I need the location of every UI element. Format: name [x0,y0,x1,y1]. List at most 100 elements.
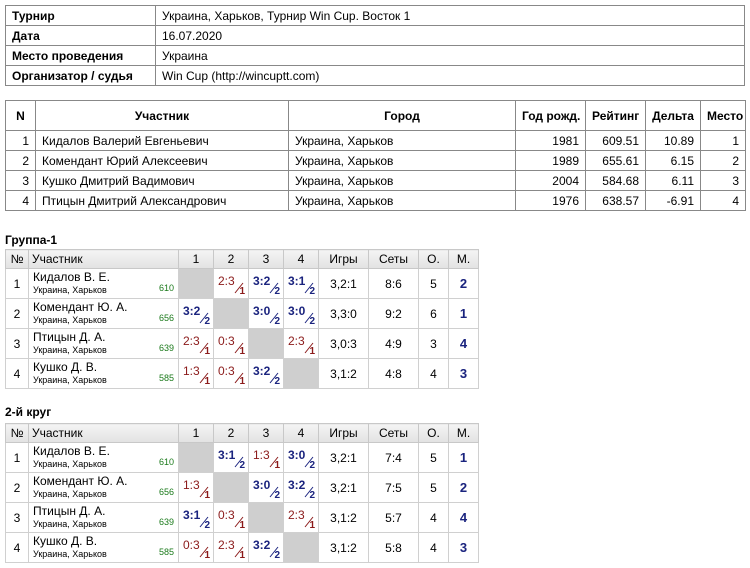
participant-cell: 4 [700,190,746,211]
slash [269,486,279,498]
player-rating: 656 [158,313,174,323]
match-points: 2 [309,490,315,501]
match-points: 1 [239,346,245,357]
slash [234,456,244,468]
slash [234,372,244,384]
group-row: 1 Кидалов В. Е. Украина, Харьков 610 3:1 2 1:3… [5,442,479,473]
match-points: 1 [309,520,315,531]
slash-line [304,342,314,354]
score: 2:3 [218,538,235,552]
player-name: Кушко Д. В. [33,533,98,548]
slash-line [269,372,279,384]
result-cell: 3:1 2 [213,442,249,473]
participant-cell: Украина, Харьков [288,150,516,171]
match-points: 1 [204,550,210,561]
score: 3:0 [288,448,306,462]
result-cell: 3:0 2 [248,298,284,329]
slash-line [304,486,314,498]
participant-cell: 1 [700,130,746,151]
self-cell [248,328,284,359]
result-cell: 3:1 2 [178,502,214,533]
result-cell: 1:3 1 [178,358,214,389]
info-row: Турнир Украина, Харьков, Турнир Win Cup. … [5,5,745,26]
slash-line [234,516,244,528]
total-points: 5 [418,472,449,503]
slash [199,516,209,528]
participant-cell: 1 [5,130,36,151]
total-points: 5 [418,268,449,299]
self-cell [213,298,249,329]
match-points: 2 [309,460,315,471]
player-name: Кидалов В. Е. [33,443,110,458]
participant-cell: 609.51 [585,130,646,151]
slash-line [234,282,244,294]
column-header: М. [448,423,479,443]
column-header: N [5,100,36,131]
participant-cell: 638.57 [585,190,646,211]
sets: 9:2 [368,298,419,329]
slash-line [199,546,209,558]
slash-line [234,372,244,384]
participant-cell: 584.68 [585,170,646,191]
score: 2:3 [288,334,305,348]
match-points: 1 [204,490,210,501]
slash-line [234,546,244,558]
participant-cell: 4 [5,190,36,211]
column-header: 2 [213,249,249,269]
result-cell: 2:3 1 [283,328,319,359]
column-header: Место [700,100,746,131]
column-header: Дельта [645,100,701,131]
result-cell: 3:2 2 [178,298,214,329]
player-name: Комендант Ю. А. [33,299,128,314]
participant-cell: 3 [5,170,36,191]
result-cell: 1:3 1 [248,442,284,473]
participant-cell: 1976 [515,190,586,211]
sets: 5:7 [368,502,419,533]
player-city: Украина, Харьков [33,314,107,325]
sets: 4:8 [368,358,419,389]
participant-cell: -6.91 [645,190,701,211]
participant: Кидалов В. Е. Украина, Харьков 610 [28,268,179,299]
player-rating: 639 [158,517,174,527]
info-row: Организатор / судья Win Cup (http://wincu… [5,65,745,86]
games: 3,3:0 [318,298,369,329]
sets: 8:6 [368,268,419,299]
result-cell: 0:3 1 [213,502,249,533]
column-header: Участник [28,249,179,269]
group-title: 2-й круг [5,405,52,419]
sets: 4:9 [368,328,419,359]
body: 1 Кидалов В. Е. Украина, Харьков 610 2:3 1 3:2… [5,268,479,389]
score: 3:2 [183,304,201,318]
column-header: Сеты [368,423,419,443]
slash [304,486,314,498]
result-cell: 3:2 2 [248,268,284,299]
player-rating: 639 [158,343,174,353]
result-cell: 3:1 2 [283,268,319,299]
group-table: № Участник 1 2 3 4 Игры Сеты О. М. 1 Кидалов В. Е. У… [5,249,479,389]
body: 1 Кидалов В. Е. Украина, Харьков 610 3:1 2 1:3… [5,442,479,563]
games: 3,0:3 [318,328,369,359]
participant-cell: Украина, Харьков [288,190,516,211]
slash [234,342,244,354]
match-points: 2 [274,490,280,501]
match-points: 1 [239,376,245,387]
score: 0:3 [218,508,235,522]
score: 3:2 [253,274,271,288]
participant: Кушко Д. В. Украина, Харьков 585 [28,532,179,563]
match-points: 2 [274,550,280,561]
result-cell: 2:3 1 [178,328,214,359]
player-city: Украина, Харьков [33,344,107,355]
match-points: 2 [274,376,280,387]
total-points: 4 [418,532,449,563]
player-rating: 585 [158,547,174,557]
player-name: Кушко Д. В. [33,359,98,374]
player-name: Кидалов В. Е. [33,269,110,284]
group-row: 2 Комендант Ю. А. Украина, Харьков 656 3:2 2 3… [5,298,479,329]
games: 3,1:2 [318,358,369,389]
info-label: Организатор / судья [5,65,156,86]
column-header: 3 [248,423,284,443]
score: 0:3 [218,364,235,378]
participant-cell: 10.89 [645,130,701,151]
player-city: Украина, Харьков [33,488,107,499]
score: 3:2 [253,364,271,378]
